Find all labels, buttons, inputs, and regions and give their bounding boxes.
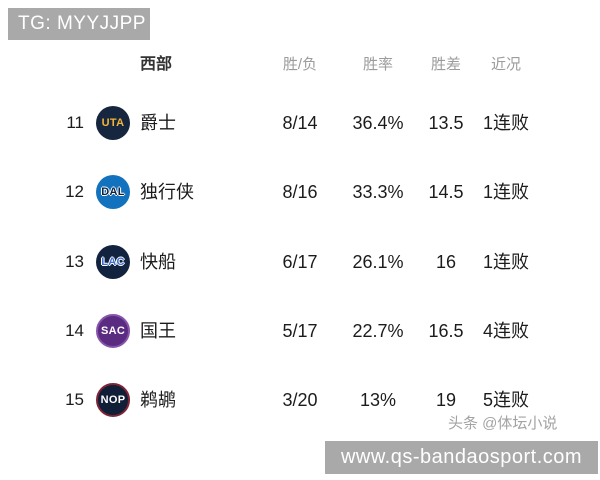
- team-rank: 12: [65, 182, 84, 201]
- conference-header: 西部: [140, 56, 173, 73]
- team-logo-nop-icon: NOP: [96, 383, 130, 417]
- streak-value: 4连败: [482, 321, 529, 341]
- table-row[interactable]: 12 DAL 独行侠 8/16 33.3% 14.5 1连败: [0, 172, 600, 212]
- win-loss-value: 8/16: [282, 182, 318, 202]
- telegram-badge: TG: MYYJJPP: [8, 8, 150, 40]
- win-pct-value: 13%: [359, 390, 397, 410]
- win-loss-value: 6/17: [282, 252, 318, 272]
- team-logo-sac-icon: SAC: [96, 314, 130, 348]
- column-header-games-back: 胜差: [430, 56, 461, 73]
- streak-value: 1连败: [482, 252, 529, 272]
- team-name: 爵士: [140, 113, 176, 133]
- streak-value: 5连败: [482, 390, 529, 410]
- team-name: 独行侠: [140, 182, 194, 202]
- table-row[interactable]: 14 SAC 国王 5/17 22.7% 16.5 4连败: [0, 311, 600, 351]
- games-back-value: 16.5: [428, 321, 464, 341]
- team-name: 鹈鹕: [140, 390, 176, 410]
- column-header-recent: 近况: [490, 56, 521, 73]
- win-pct-value: 36.4%: [352, 113, 404, 133]
- team-name: 国王: [140, 321, 176, 341]
- column-header-win-loss: 胜/负: [282, 56, 318, 73]
- team-rank: 14: [65, 321, 84, 340]
- column-header-win-pct: 胜率: [362, 56, 393, 73]
- win-pct-value: 26.1%: [352, 252, 404, 272]
- table-row[interactable]: 15 NOP 鹈鹕 3/20 13% 19 5连败: [0, 380, 600, 420]
- footer-url-bar: www.qs-bandaosport.com: [325, 441, 598, 474]
- win-pct-value: 22.7%: [352, 321, 404, 341]
- streak-value: 1连败: [482, 113, 529, 133]
- team-logo-lac-icon: LAC: [96, 245, 130, 279]
- win-loss-value: 3/20: [282, 390, 318, 410]
- table-row[interactable]: 11 UTA 爵士 8/14 36.4% 13.5 1连败: [0, 103, 600, 143]
- table-row[interactable]: 13 LAC 快船 6/17 26.1% 16 1连败: [0, 242, 600, 282]
- streak-value: 1连败: [482, 182, 529, 202]
- toutiao-watermark: 头条 @体坛小说: [448, 415, 558, 432]
- win-loss-value: 8/14: [282, 113, 318, 133]
- team-rank: 13: [65, 252, 84, 271]
- team-logo-dal-icon: DAL: [96, 175, 130, 209]
- games-back-value: 19: [435, 390, 457, 410]
- games-back-value: 16: [435, 252, 457, 272]
- games-back-value: 13.5: [428, 113, 464, 133]
- team-name: 快船: [140, 252, 176, 272]
- games-back-value: 14.5: [428, 182, 464, 202]
- win-pct-value: 33.3%: [352, 182, 404, 202]
- team-logo-uta-icon: UTA: [96, 106, 130, 140]
- footer-url: www.qs-bandaosport.com: [340, 446, 583, 468]
- telegram-badge-label: TG: MYYJJPP: [18, 13, 146, 34]
- win-loss-value: 5/17: [282, 321, 318, 341]
- team-rank: 15: [65, 390, 84, 409]
- team-rank: 11: [66, 113, 84, 132]
